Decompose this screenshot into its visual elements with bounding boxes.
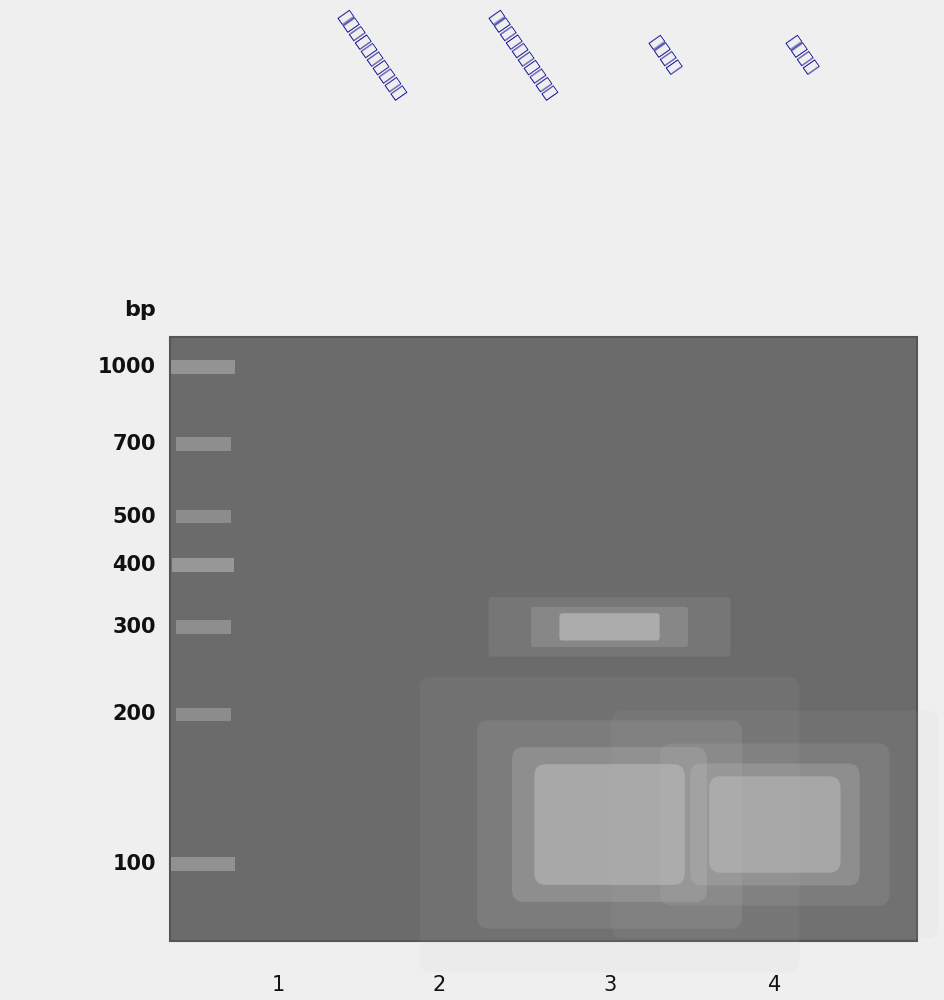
FancyBboxPatch shape xyxy=(660,743,888,906)
Bar xyxy=(172,558,234,572)
FancyBboxPatch shape xyxy=(708,776,840,873)
Bar xyxy=(176,437,230,451)
FancyBboxPatch shape xyxy=(559,613,659,640)
Text: 阳性对照: 阳性对照 xyxy=(644,33,683,77)
Text: 500: 500 xyxy=(112,507,156,527)
Bar xyxy=(176,620,230,634)
Text: 700: 700 xyxy=(112,434,156,454)
FancyBboxPatch shape xyxy=(512,747,706,902)
Text: 300: 300 xyxy=(112,617,156,637)
Bar xyxy=(171,360,235,374)
Text: 2: 2 xyxy=(432,975,446,995)
Text: 图中包含支原体啤湖液: 图中包含支原体啤湖液 xyxy=(334,7,408,102)
Bar xyxy=(176,510,230,523)
Text: 阴性对照: 阴性对照 xyxy=(781,33,819,77)
Text: 图中不含支原体啤湖液: 图中不含支原体啤湖液 xyxy=(485,7,559,102)
Text: 1000: 1000 xyxy=(98,357,156,377)
Text: 1: 1 xyxy=(272,975,285,995)
Text: 200: 200 xyxy=(112,704,156,724)
Bar xyxy=(171,857,235,871)
Text: 4: 4 xyxy=(767,975,781,995)
FancyBboxPatch shape xyxy=(488,597,730,657)
Text: 3: 3 xyxy=(602,975,615,995)
Bar xyxy=(170,337,916,941)
Text: 400: 400 xyxy=(112,555,156,575)
FancyBboxPatch shape xyxy=(531,607,687,647)
Text: bp: bp xyxy=(124,300,156,320)
FancyBboxPatch shape xyxy=(611,711,937,938)
Bar xyxy=(176,708,230,721)
FancyBboxPatch shape xyxy=(534,764,683,885)
FancyBboxPatch shape xyxy=(419,677,799,972)
Text: 100: 100 xyxy=(112,854,156,874)
FancyBboxPatch shape xyxy=(477,720,741,929)
FancyBboxPatch shape xyxy=(689,764,859,885)
